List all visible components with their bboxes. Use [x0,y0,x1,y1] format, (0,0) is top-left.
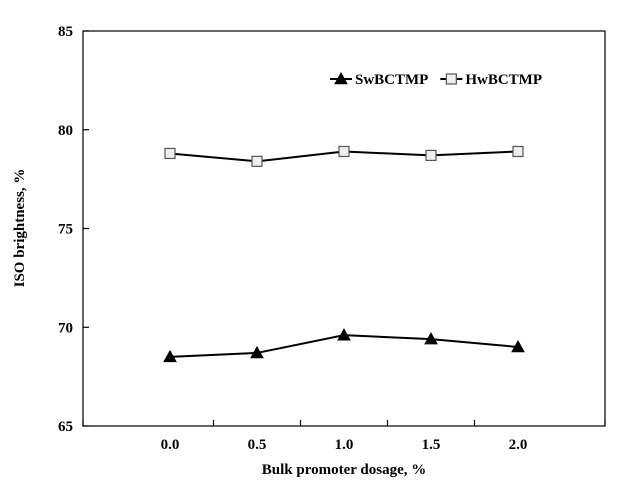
y-tick-label: 80 [58,123,73,139]
data-point-hwbctmp [512,145,524,158]
x-tick-label: 2.0 [509,437,528,453]
legend-marker-hwbctmp [445,73,457,85]
legend-item-swbctmp: SwBCTMP [330,71,428,88]
y-axis-title: ISO brightness, % [12,169,28,288]
legend: SwBCTMP HwBCTMP [330,71,542,88]
x-tick-label: 0.5 [248,437,267,453]
x-axis-ticks: 0.0 0.5 1.0 1.5 2.0 [82,420,606,453]
x-tick-label: 0.0 [161,437,180,453]
data-point-swbctmp [511,339,525,353]
x-tick-label: 1.5 [422,437,441,453]
data-point-swbctmp [424,332,438,345]
data-point-swbctmp [337,328,351,341]
data-point-hwbctmp [251,155,263,167]
data-point-hwbctmp [338,145,350,158]
series-layer [163,145,525,363]
data-point-swbctmp [250,345,264,359]
y-tick-label: 85 [58,24,73,40]
series-swbctmp [163,328,525,363]
data-point-hwbctmp [425,149,437,162]
y-tick-label: 65 [58,419,73,435]
data-point-swbctmp [163,349,177,363]
plot-frame [82,30,606,427]
y-tick-label: 70 [58,320,73,336]
y-tick-label: 75 [58,222,73,238]
x-axis-title: Bulk promoter dosage, % [262,462,426,478]
legend-item-hwbctmp: HwBCTMP [440,72,542,88]
data-point-hwbctmp [164,147,176,160]
x-tick-label: 1.0 [335,437,354,453]
legend-label-swbctmp: SwBCTMP [355,72,428,88]
y-axis-ticks: 65 70 75 80 85 [58,24,89,435]
legend-marker-swbctmp [334,71,348,85]
series-hwbctmp [164,145,524,167]
legend-label-hwbctmp: HwBCTMP [465,72,542,88]
